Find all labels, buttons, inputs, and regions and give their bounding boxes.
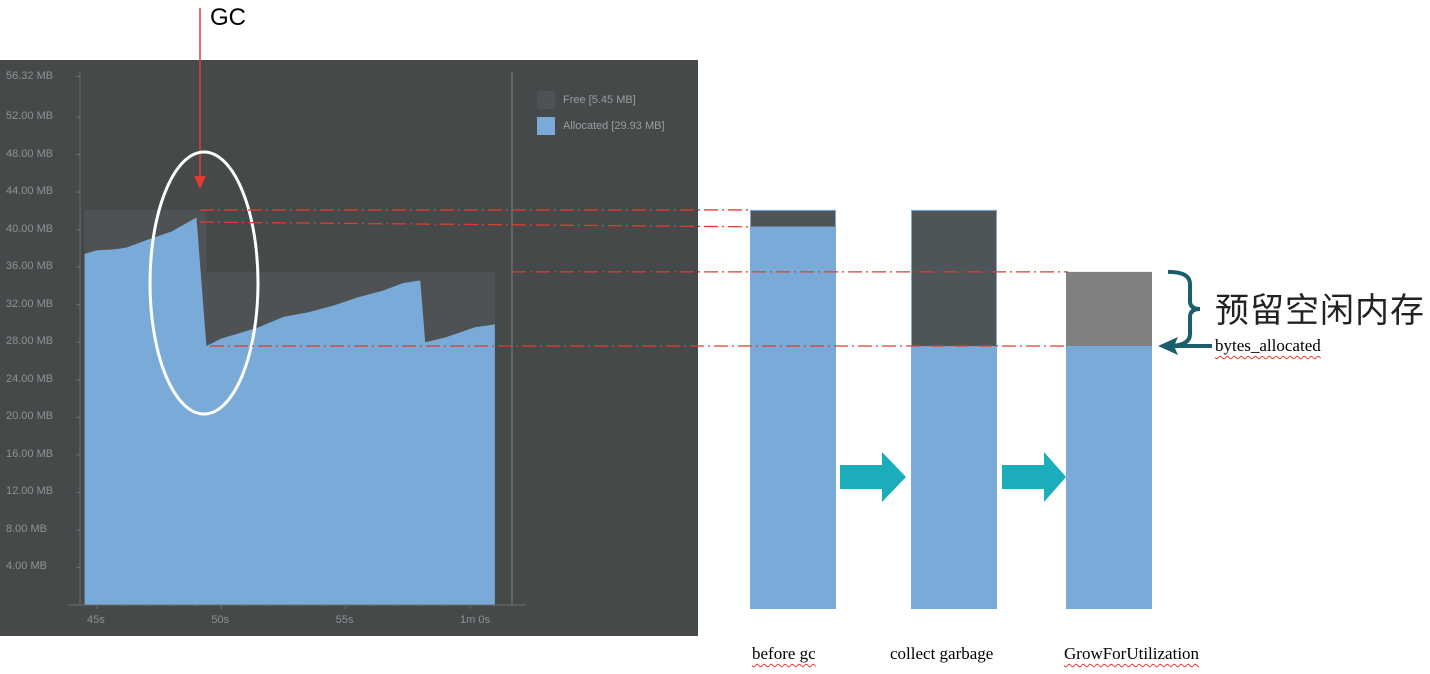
x-tick-label: 55s xyxy=(335,614,354,626)
stage-label-collect-garbage-text: collect garbage xyxy=(890,644,994,663)
legend-item-free: Free [5.45 MB] xyxy=(537,91,636,109)
legend-swatch-free xyxy=(537,91,555,109)
free-area xyxy=(84,209,495,347)
stage-bar-outline-0 xyxy=(750,209,836,228)
y-tick-label: 8.00 MB xyxy=(6,522,47,535)
y-tick-label: 28.00 MB xyxy=(6,335,54,348)
reserved-brace xyxy=(1167,269,1201,349)
stage-bar-allocated-2 xyxy=(1066,346,1152,609)
bytes-allocated-label: bytes_allocated xyxy=(1215,336,1321,356)
y-tick-label: 52.00 MB xyxy=(6,110,54,123)
stage-label-before-gc: before gc xyxy=(752,644,816,664)
guide-line-1 xyxy=(199,221,753,228)
y-tick-label: 56.32 MB xyxy=(6,69,54,82)
legend-label-allocated: Allocated [29.93 MB] xyxy=(563,120,665,132)
y-tick-label: 32.00 MB xyxy=(6,297,54,310)
y-tick-label: 16.00 MB xyxy=(6,447,54,460)
stage-bar-allocated-0 xyxy=(750,226,836,610)
transition-arrow-0 xyxy=(840,452,906,502)
legend-swatch-allocated xyxy=(537,117,555,135)
gc-label: GC xyxy=(210,4,246,31)
stage-bar-free-0 xyxy=(750,209,836,227)
bytes-arrow-head xyxy=(1158,337,1178,356)
stage-bar-free-1 xyxy=(911,209,997,347)
transition-arrow-1 xyxy=(1002,452,1066,502)
stage-label-collect-garbage: collect garbage xyxy=(890,644,993,664)
gc-arrow-head xyxy=(194,176,206,189)
y-tick-label: 24.00 MB xyxy=(6,372,54,385)
y-tick-label: 4.00 MB xyxy=(6,560,47,573)
y-tick-label: 20.00 MB xyxy=(6,410,54,423)
x-tick-label: 50s xyxy=(211,614,230,626)
allocated-area xyxy=(84,217,495,605)
y-tick-label: 48.00 MB xyxy=(6,147,54,160)
legend-label-free: Free [5.45 MB] xyxy=(563,94,636,106)
legend-item-allocated: Allocated [29.93 MB] xyxy=(537,117,665,135)
y-tick-label: 12.00 MB xyxy=(6,485,54,498)
y-tick-label: 44.00 MB xyxy=(6,185,54,198)
stage-bar-free-2 xyxy=(1066,271,1152,347)
x-tick-label: 1m 0s xyxy=(460,614,490,626)
reserved-free-memory-label: 预留空闲内存 xyxy=(1215,291,1425,331)
stage-bar-allocated-1 xyxy=(911,346,997,609)
stage-label-grow-text: GrowForUtilization xyxy=(1064,644,1200,663)
stage-label-before-gc-text: before gc xyxy=(752,644,816,663)
stage-label-grow-for-utilization: GrowForUtilization xyxy=(1064,644,1199,664)
y-tick-label: 36.00 MB xyxy=(6,260,54,273)
bytes-allocated-text: bytes_allocated xyxy=(1215,336,1321,355)
y-tick-label: 40.00 MB xyxy=(6,222,54,235)
gc-highlight-ellipse xyxy=(148,150,260,416)
x-tick-label: 45s xyxy=(87,614,105,626)
